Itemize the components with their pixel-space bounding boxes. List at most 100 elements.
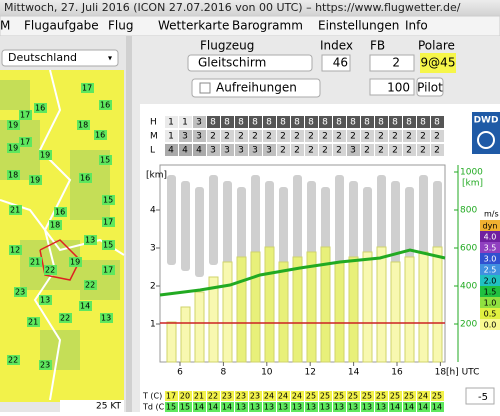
- row-value: 13: [306, 403, 316, 412]
- value-cell: [165, 402, 178, 412]
- pilot-button[interactable]: [416, 77, 444, 97]
- station-box: [54, 207, 67, 217]
- legend-swatch: [480, 220, 500, 231]
- menu-item[interactable]: Flug: [108, 19, 133, 33]
- cloud-cell: [347, 130, 360, 142]
- legend-label: dyn: [483, 222, 498, 231]
- menu-item[interactable]: Wetterkarte: [158, 19, 229, 33]
- menu-item[interactable]: Info: [405, 19, 428, 33]
- station-box: [102, 240, 115, 250]
- cloud-column: [251, 175, 260, 265]
- value-cell: [291, 402, 304, 412]
- row-value: 24: [278, 392, 288, 401]
- cloud-column: [377, 175, 386, 265]
- legend-swatch: [480, 264, 500, 275]
- station-box: [39, 360, 52, 370]
- value-cell: [263, 402, 276, 412]
- control-label: 9@45: [421, 56, 456, 70]
- fb-input[interactable]: [369, 54, 415, 72]
- station-box: [59, 313, 72, 323]
- value-cell: [249, 391, 262, 401]
- station-box: [79, 301, 92, 311]
- cloud-value: 2: [364, 146, 370, 156]
- cloud-column: [391, 181, 400, 271]
- value-cell: [235, 391, 248, 401]
- index-input[interactable]: [321, 54, 351, 72]
- x-tick-label: 8: [221, 368, 227, 378]
- menu-item[interactable]: Barogramm: [232, 19, 303, 33]
- row-value: 25: [334, 392, 344, 401]
- cloud-cell: [375, 130, 388, 142]
- legend-label: 0.5: [484, 310, 497, 319]
- cloud-value: 3: [266, 146, 272, 156]
- offset-value: -5: [478, 392, 488, 403]
- row-value: 13: [348, 403, 358, 412]
- value-input[interactable]: [369, 78, 415, 96]
- station-label: 13: [85, 236, 95, 245]
- cloud-value: 1: [168, 118, 174, 128]
- station-box: [99, 100, 112, 110]
- station-box: [29, 175, 42, 185]
- cloud-cell: [361, 130, 374, 142]
- checkbox[interactable]: [199, 82, 211, 94]
- station-label: 14: [80, 302, 90, 311]
- control-label: Aufreihungen: [216, 81, 297, 95]
- window-title: Mittwoch, 27. Juli 2016 (ICON 27.07.2016…: [4, 1, 461, 14]
- row-value: 13: [236, 403, 246, 412]
- cloud-value: 2: [280, 132, 286, 142]
- cloud-cell: [431, 130, 444, 142]
- cloud-cell: [277, 144, 290, 156]
- control-label: FB: [370, 39, 385, 53]
- cloud-value: 4: [168, 146, 174, 156]
- cloud-cell: [249, 144, 262, 156]
- cloud-value: 2: [224, 132, 230, 142]
- cloud-cell: [361, 144, 374, 156]
- station-box: [14, 287, 27, 297]
- station-label: 16: [80, 174, 90, 183]
- row-value: 14: [418, 403, 428, 412]
- station-label: 15: [100, 156, 110, 165]
- menu-item[interactable]: Einstellungen: [318, 19, 399, 33]
- aufreihungen-button[interactable]: [191, 78, 321, 98]
- cloud-cell: [417, 144, 430, 156]
- row-value: 14: [404, 403, 414, 412]
- cloud-cell: [207, 144, 220, 156]
- row-value: 13: [278, 403, 288, 412]
- value-cell: [221, 391, 234, 401]
- station-box: [102, 217, 115, 227]
- station-box: [44, 265, 57, 275]
- cloud-cell: [291, 144, 304, 156]
- row-value: 23: [222, 392, 232, 401]
- splitter: [126, 36, 132, 412]
- cloud-column: [223, 181, 232, 271]
- cloud-cell: [221, 116, 234, 128]
- thermal-bar: [376, 246, 387, 363]
- cloud-cell: [249, 130, 262, 142]
- value-cell: [291, 391, 304, 401]
- cloud-value: 2: [406, 132, 412, 142]
- control-label: 2: [392, 56, 400, 70]
- station-box: [49, 220, 62, 230]
- x-tick-label: 16: [391, 368, 403, 378]
- value-cell: [249, 402, 262, 412]
- thermal-bar: [166, 321, 177, 363]
- x-tick-label: 12: [304, 368, 315, 378]
- region-select[interactable]: [1, 49, 119, 67]
- row-value: 20: [180, 392, 190, 401]
- offset-box[interactable]: [465, 387, 495, 405]
- thermal-bar: [278, 261, 289, 363]
- y-tick-label: 4: [150, 206, 156, 216]
- menu-item[interactable]: Flugaufgabe: [24, 19, 99, 33]
- menu-item[interactable]: M: [0, 19, 10, 33]
- cloud-value: 2: [378, 146, 384, 156]
- cloud-value: 2: [434, 132, 440, 142]
- station-box: [34, 103, 47, 113]
- cloud-value: 1: [168, 132, 174, 142]
- value-cell: [277, 391, 290, 401]
- aircraft-select[interactable]: [187, 54, 313, 72]
- cloud-cell: [235, 130, 248, 142]
- thermal-bar: [362, 251, 373, 363]
- cloud-cell: [305, 130, 318, 142]
- thermal-bar: [404, 256, 415, 363]
